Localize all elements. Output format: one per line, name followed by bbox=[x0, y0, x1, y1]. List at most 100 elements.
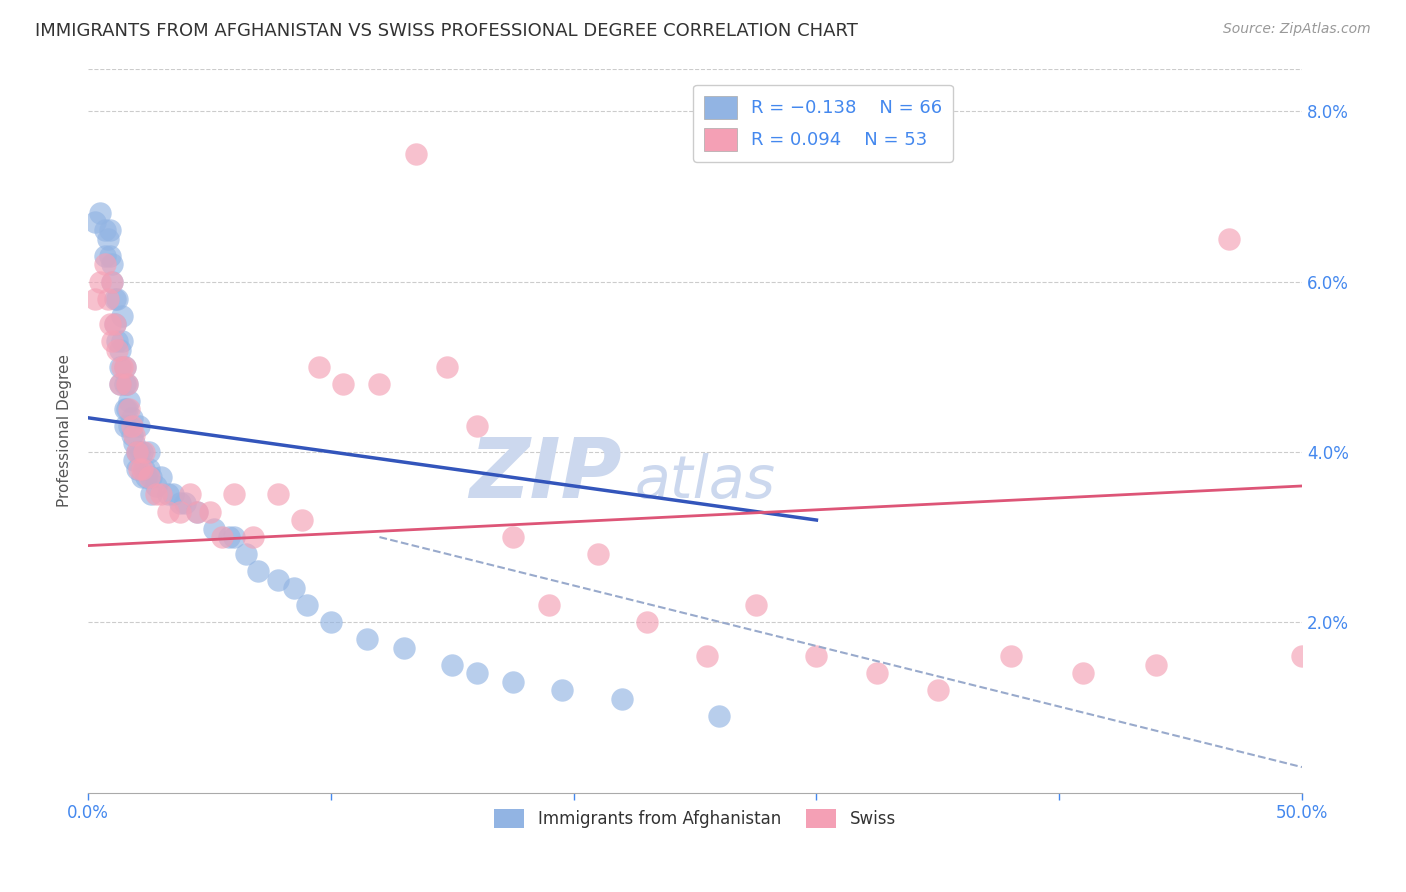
Point bbox=[149, 470, 172, 484]
Point bbox=[118, 393, 141, 408]
Point bbox=[115, 376, 138, 391]
Point bbox=[118, 402, 141, 417]
Point bbox=[1291, 649, 1313, 664]
Point bbox=[222, 530, 245, 544]
Point bbox=[111, 309, 134, 323]
Point bbox=[291, 513, 314, 527]
Point bbox=[465, 419, 488, 434]
Point bbox=[118, 419, 141, 434]
Point bbox=[131, 470, 153, 484]
Point bbox=[319, 615, 342, 630]
Point bbox=[368, 376, 391, 391]
Point bbox=[308, 359, 330, 374]
Point bbox=[111, 359, 134, 374]
Point bbox=[696, 649, 718, 664]
Point bbox=[145, 487, 167, 501]
Text: Source: ZipAtlas.com: Source: ZipAtlas.com bbox=[1223, 22, 1371, 37]
Point bbox=[235, 547, 257, 561]
Point bbox=[550, 683, 572, 698]
Point bbox=[124, 453, 146, 467]
Point bbox=[745, 599, 768, 613]
Point bbox=[612, 692, 634, 706]
Point bbox=[806, 649, 828, 664]
Point bbox=[104, 317, 127, 331]
Point bbox=[405, 146, 427, 161]
Point bbox=[392, 640, 415, 655]
Point bbox=[115, 402, 138, 417]
Point bbox=[125, 445, 148, 459]
Point bbox=[105, 334, 128, 348]
Point bbox=[356, 632, 378, 647]
Point bbox=[114, 359, 136, 374]
Point bbox=[186, 504, 208, 518]
Point bbox=[132, 445, 155, 459]
Point bbox=[89, 275, 111, 289]
Point bbox=[441, 657, 464, 672]
Point bbox=[169, 496, 191, 510]
Point bbox=[242, 530, 264, 544]
Point bbox=[115, 376, 138, 391]
Point bbox=[84, 215, 107, 229]
Point bbox=[174, 496, 197, 510]
Point bbox=[332, 376, 354, 391]
Point bbox=[101, 334, 124, 348]
Text: atlas: atlas bbox=[634, 453, 775, 509]
Text: IMMIGRANTS FROM AFGHANISTAN VS SWISS PROFESSIONAL DEGREE CORRELATION CHART: IMMIGRANTS FROM AFGHANISTAN VS SWISS PRO… bbox=[35, 22, 858, 40]
Point bbox=[124, 436, 146, 450]
Point bbox=[101, 275, 124, 289]
Point bbox=[586, 547, 609, 561]
Y-axis label: Professional Degree: Professional Degree bbox=[58, 354, 72, 507]
Point bbox=[141, 470, 163, 484]
Point bbox=[266, 573, 288, 587]
Point bbox=[247, 564, 270, 578]
Point bbox=[121, 427, 143, 442]
Point bbox=[149, 487, 172, 501]
Point bbox=[709, 709, 731, 723]
Point bbox=[283, 581, 305, 595]
Point bbox=[108, 359, 131, 374]
Point bbox=[121, 410, 143, 425]
Point bbox=[104, 317, 127, 331]
Point bbox=[222, 487, 245, 501]
Point bbox=[114, 376, 136, 391]
Point bbox=[94, 223, 117, 237]
Point bbox=[138, 445, 160, 459]
Point bbox=[94, 257, 117, 271]
Point bbox=[128, 419, 150, 434]
Point bbox=[104, 292, 127, 306]
Point bbox=[101, 275, 124, 289]
Legend: Immigrants from Afghanistan, Swiss: Immigrants from Afghanistan, Swiss bbox=[488, 803, 903, 835]
Point bbox=[131, 462, 153, 476]
Point bbox=[132, 462, 155, 476]
Point bbox=[128, 462, 150, 476]
Point bbox=[202, 522, 225, 536]
Point bbox=[502, 674, 524, 689]
Point bbox=[89, 206, 111, 220]
Point bbox=[141, 487, 163, 501]
Point bbox=[108, 376, 131, 391]
Point bbox=[295, 599, 318, 613]
Point bbox=[1073, 666, 1095, 681]
Point bbox=[125, 462, 148, 476]
Point bbox=[97, 292, 120, 306]
Point bbox=[108, 343, 131, 357]
Point bbox=[135, 470, 157, 484]
Point bbox=[128, 445, 150, 459]
Point bbox=[157, 504, 180, 518]
Point bbox=[266, 487, 288, 501]
Point bbox=[111, 334, 134, 348]
Point bbox=[502, 530, 524, 544]
Point bbox=[97, 232, 120, 246]
Point bbox=[114, 419, 136, 434]
Point bbox=[927, 683, 949, 698]
Point bbox=[1218, 232, 1240, 246]
Point bbox=[538, 599, 561, 613]
Point bbox=[636, 615, 658, 630]
Point bbox=[179, 487, 201, 501]
Point bbox=[98, 223, 121, 237]
Text: ZIP: ZIP bbox=[470, 434, 623, 515]
Point bbox=[157, 487, 180, 501]
Point bbox=[114, 402, 136, 417]
Point bbox=[186, 504, 208, 518]
Point bbox=[98, 317, 121, 331]
